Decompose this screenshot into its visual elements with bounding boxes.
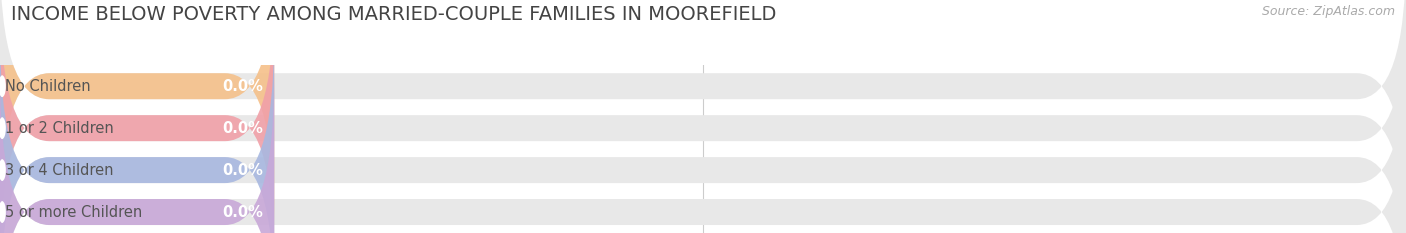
FancyBboxPatch shape — [0, 36, 1406, 233]
Text: 0.0%: 0.0% — [222, 121, 263, 136]
Text: No Children: No Children — [4, 79, 90, 94]
FancyBboxPatch shape — [0, 78, 274, 233]
Text: Source: ZipAtlas.com: Source: ZipAtlas.com — [1261, 5, 1395, 18]
FancyBboxPatch shape — [0, 0, 274, 233]
FancyBboxPatch shape — [0, 78, 1406, 233]
Text: 5 or more Children: 5 or more Children — [4, 205, 142, 219]
Text: 0.0%: 0.0% — [222, 163, 263, 178]
Circle shape — [0, 117, 6, 139]
FancyBboxPatch shape — [0, 0, 1406, 220]
Text: 3 or 4 Children: 3 or 4 Children — [4, 163, 114, 178]
Circle shape — [0, 159, 6, 181]
Text: 0.0%: 0.0% — [222, 79, 263, 94]
Circle shape — [0, 201, 6, 223]
FancyBboxPatch shape — [0, 0, 274, 220]
Text: INCOME BELOW POVERTY AMONG MARRIED-COUPLE FAMILIES IN MOOREFIELD: INCOME BELOW POVERTY AMONG MARRIED-COUPL… — [11, 5, 776, 24]
Circle shape — [0, 75, 6, 97]
FancyBboxPatch shape — [0, 36, 274, 233]
Text: 1 or 2 Children: 1 or 2 Children — [4, 121, 114, 136]
Text: 0.0%: 0.0% — [222, 205, 263, 219]
